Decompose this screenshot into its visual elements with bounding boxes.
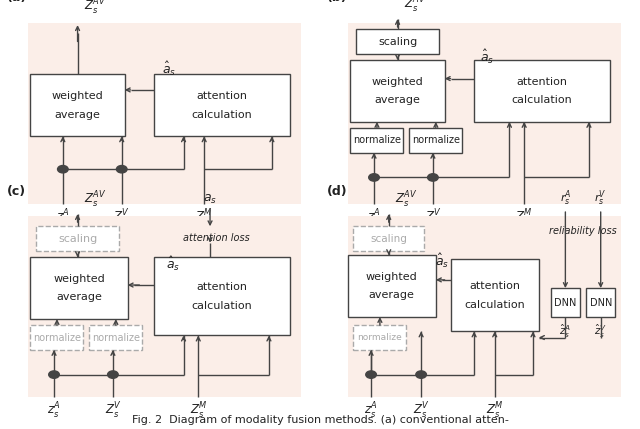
Text: $\mathbf{\mathit{Z}}_s^V$: $\mathbf{\mathit{Z}}_s^V$ bbox=[413, 402, 429, 421]
Text: $\mathbf{\mathit{Z}}_s^V$: $\mathbf{\mathit{Z}}_s^V$ bbox=[424, 208, 441, 228]
Text: (d): (d) bbox=[327, 184, 348, 197]
FancyBboxPatch shape bbox=[356, 29, 439, 54]
Text: $\mathbf{\mathit{z}}_s^A$: $\mathbf{\mathit{z}}_s^A$ bbox=[47, 402, 61, 421]
Text: $\mathbf{\mathit{z}}_s^A$: $\mathbf{\mathit{z}}_s^A$ bbox=[364, 402, 378, 421]
Text: $\hat{\mathbf{\mathit{a}}}_s$: $\hat{\mathbf{\mathit{a}}}_s$ bbox=[480, 48, 494, 66]
FancyBboxPatch shape bbox=[586, 288, 616, 317]
Text: attention: attention bbox=[469, 281, 520, 291]
Text: $\mathbf{\mathit{a}}_s$: $\mathbf{\mathit{a}}_s$ bbox=[203, 193, 217, 206]
Text: $\hat{\mathbf{\mathit{a}}}_s$: $\hat{\mathbf{\mathit{a}}}_s$ bbox=[166, 254, 180, 273]
Text: weighted: weighted bbox=[52, 91, 104, 101]
FancyBboxPatch shape bbox=[31, 75, 125, 136]
FancyBboxPatch shape bbox=[31, 257, 127, 319]
Text: calculation: calculation bbox=[511, 95, 572, 105]
Text: attention: attention bbox=[516, 77, 567, 87]
Text: (c): (c) bbox=[7, 184, 26, 197]
Text: $\mathbf{\mathit{Z}}_s^{AV}$: $\mathbf{\mathit{Z}}_s^{AV}$ bbox=[84, 190, 106, 210]
Text: Fig. 2  Diagram of modality fusion methods. (a) conventional atten-: Fig. 2 Diagram of modality fusion method… bbox=[132, 415, 508, 425]
Text: weighted: weighted bbox=[366, 272, 417, 282]
Text: normalize: normalize bbox=[353, 136, 401, 145]
Text: $\mathbf{\mathit{Z}}_s^M$: $\mathbf{\mathit{Z}}_s^M$ bbox=[189, 402, 207, 421]
Text: $\mathbf{\mathit{r}}_s^A$: $\mathbf{\mathit{r}}_s^A$ bbox=[559, 188, 571, 208]
FancyBboxPatch shape bbox=[36, 227, 119, 251]
FancyBboxPatch shape bbox=[154, 257, 289, 335]
Text: $\mathbf{\mathit{z}}_s^A$: $\mathbf{\mathit{z}}_s^A$ bbox=[56, 208, 70, 228]
Text: reliability loss: reliability loss bbox=[549, 227, 617, 236]
Text: attention: attention bbox=[196, 91, 247, 101]
Text: average: average bbox=[374, 95, 420, 105]
FancyBboxPatch shape bbox=[28, 216, 301, 397]
Text: $\mathbf{\mathit{Z}}_s^{AV}$: $\mathbf{\mathit{Z}}_s^{AV}$ bbox=[404, 0, 426, 15]
Text: average: average bbox=[54, 110, 100, 120]
Text: weighted: weighted bbox=[53, 274, 105, 284]
Text: calculation: calculation bbox=[191, 110, 252, 120]
Circle shape bbox=[416, 371, 426, 378]
FancyBboxPatch shape bbox=[353, 325, 406, 350]
Text: (b): (b) bbox=[327, 0, 348, 4]
Text: average: average bbox=[56, 293, 102, 302]
Circle shape bbox=[108, 371, 118, 378]
Circle shape bbox=[58, 166, 68, 173]
Text: $\hat{\mathbf{\mathit{a}}}_s$: $\hat{\mathbf{\mathit{a}}}_s$ bbox=[162, 59, 176, 78]
Text: average: average bbox=[369, 290, 415, 300]
Text: scaling: scaling bbox=[58, 234, 97, 244]
FancyBboxPatch shape bbox=[410, 128, 462, 153]
FancyBboxPatch shape bbox=[154, 75, 289, 136]
Text: $\mathbf{\mathit{z}}_s^A$: $\mathbf{\mathit{z}}_s^A$ bbox=[367, 208, 381, 228]
Circle shape bbox=[428, 174, 438, 181]
FancyBboxPatch shape bbox=[351, 60, 445, 122]
Text: $\mathbf{\mathit{Z}}_s^V$: $\mathbf{\mathit{Z}}_s^V$ bbox=[104, 402, 121, 421]
Text: attention loss: attention loss bbox=[182, 233, 250, 242]
Text: $\mathbf{\mathit{Z}}_s^M$: $\mathbf{\mathit{Z}}_s^M$ bbox=[486, 402, 504, 421]
Text: $\mathbf{\mathit{Z}}_s^{AV}$: $\mathbf{\mathit{Z}}_s^{AV}$ bbox=[396, 190, 417, 210]
Circle shape bbox=[49, 371, 60, 378]
Text: attention: attention bbox=[196, 282, 247, 292]
Text: $\mathbf{\mathit{Z}}_s^M$: $\mathbf{\mathit{Z}}_s^M$ bbox=[515, 208, 533, 228]
FancyBboxPatch shape bbox=[348, 216, 621, 397]
Text: scaling: scaling bbox=[371, 234, 407, 244]
Text: $\hat{\mathbf{\mathit{z}}}_s^V$: $\hat{\mathbf{\mathit{z}}}_s^V$ bbox=[594, 323, 607, 341]
FancyBboxPatch shape bbox=[90, 325, 142, 350]
FancyBboxPatch shape bbox=[451, 259, 539, 331]
Text: $\hat{\mathbf{\mathit{z}}}_s^A$: $\hat{\mathbf{\mathit{z}}}_s^A$ bbox=[559, 323, 572, 341]
FancyBboxPatch shape bbox=[348, 23, 621, 204]
FancyBboxPatch shape bbox=[353, 227, 424, 251]
Text: (a): (a) bbox=[7, 0, 27, 4]
Text: normalize: normalize bbox=[358, 333, 403, 342]
Text: $\hat{\mathbf{\mathit{a}}}_s$: $\hat{\mathbf{\mathit{a}}}_s$ bbox=[435, 251, 449, 269]
FancyBboxPatch shape bbox=[351, 128, 403, 153]
FancyBboxPatch shape bbox=[348, 255, 436, 317]
FancyBboxPatch shape bbox=[550, 288, 580, 317]
Circle shape bbox=[366, 371, 376, 378]
Text: normalize: normalize bbox=[92, 332, 140, 342]
Text: normalize: normalize bbox=[33, 332, 81, 342]
FancyBboxPatch shape bbox=[31, 325, 83, 350]
FancyBboxPatch shape bbox=[474, 60, 609, 122]
Text: calculation: calculation bbox=[465, 299, 525, 310]
Circle shape bbox=[369, 174, 380, 181]
Circle shape bbox=[116, 166, 127, 173]
Text: calculation: calculation bbox=[191, 301, 252, 311]
FancyBboxPatch shape bbox=[28, 23, 301, 204]
Text: normalize: normalize bbox=[412, 136, 460, 145]
Text: $\mathbf{\mathit{r}}_s^V$: $\mathbf{\mathit{r}}_s^V$ bbox=[595, 188, 607, 208]
Text: $\mathbf{\mathit{Z}}_s^M$: $\mathbf{\mathit{Z}}_s^M$ bbox=[195, 208, 213, 228]
Text: DNN: DNN bbox=[554, 298, 577, 308]
Text: DNN: DNN bbox=[589, 298, 612, 308]
Text: weighted: weighted bbox=[372, 77, 424, 87]
Text: $\mathbf{\mathit{Z}}_s^{AV}$: $\mathbf{\mathit{Z}}_s^{AV}$ bbox=[84, 0, 106, 17]
Text: $\mathbf{\mathit{Z}}_s^V$: $\mathbf{\mathit{Z}}_s^V$ bbox=[113, 208, 130, 228]
Text: scaling: scaling bbox=[378, 36, 417, 46]
